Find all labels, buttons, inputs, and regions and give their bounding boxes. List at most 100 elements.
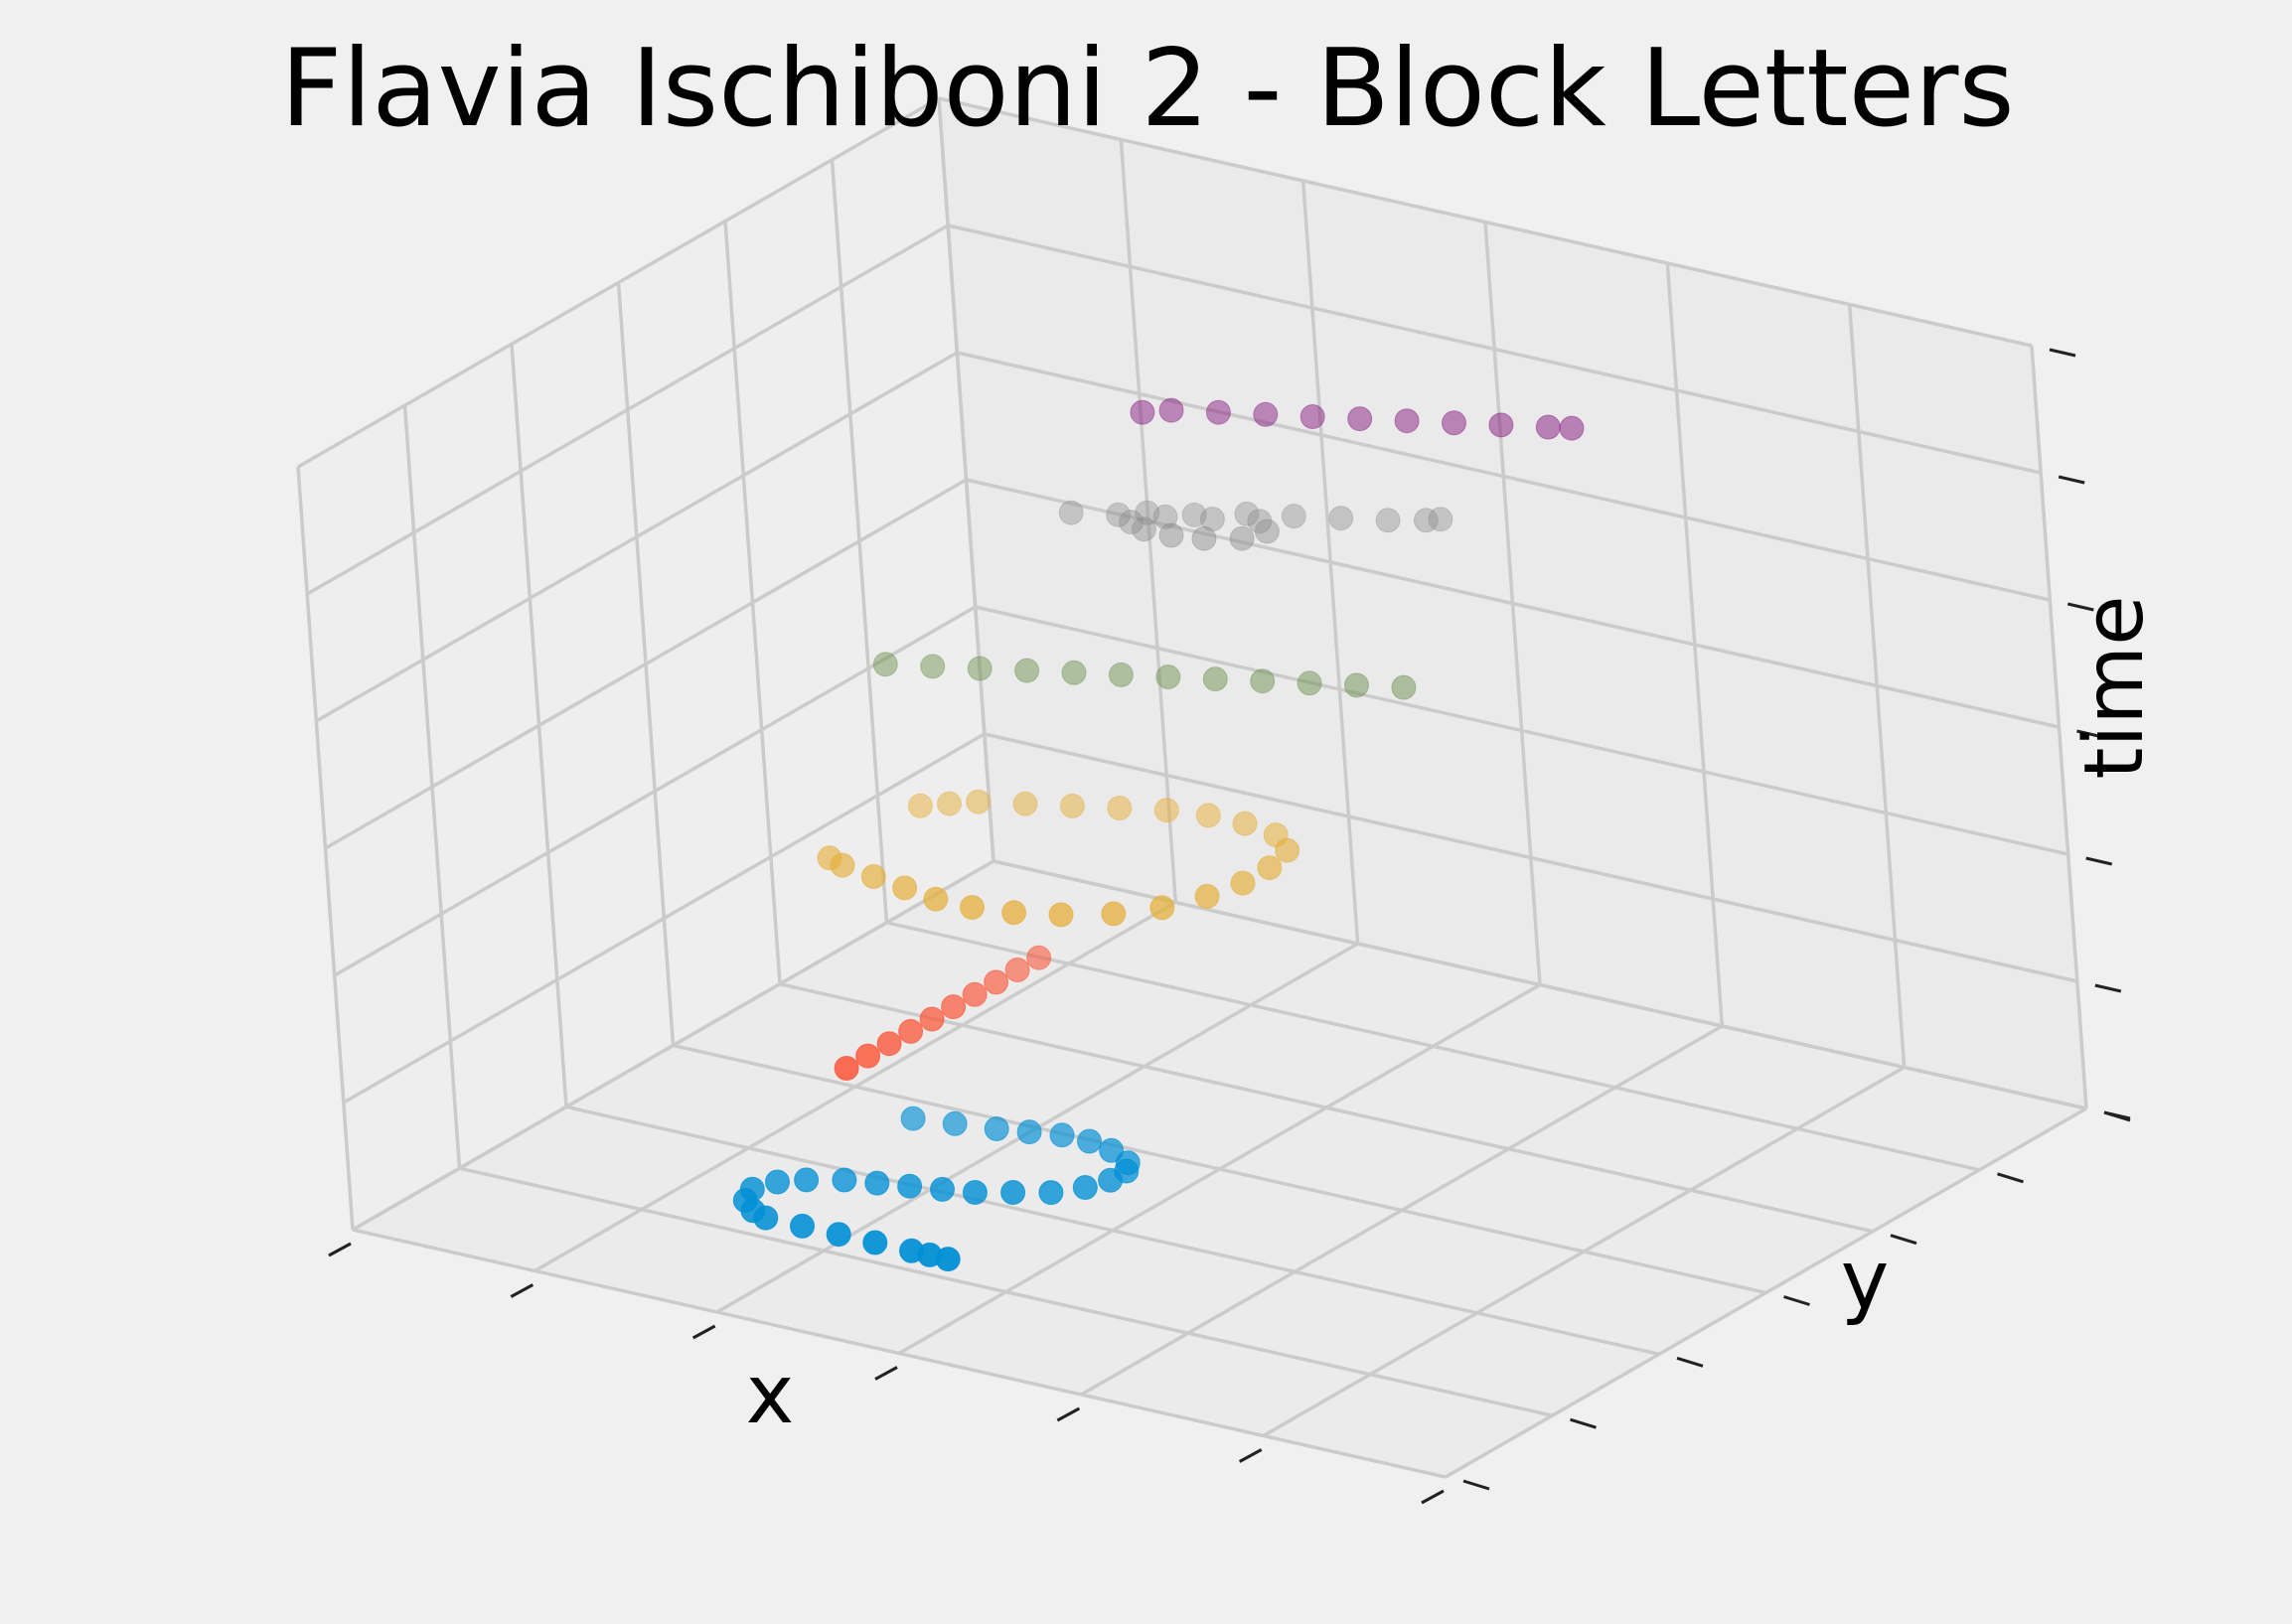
grid-lines xyxy=(296,96,2088,1479)
z-tick xyxy=(2049,348,2076,358)
data-point-series-4 xyxy=(1229,525,1255,551)
y-tick xyxy=(1783,1295,1810,1306)
z-tick xyxy=(2094,983,2122,993)
data-point-series-1 xyxy=(984,969,1009,995)
data-point-series-2 xyxy=(1107,796,1133,820)
data-point-series-5 xyxy=(1299,404,1325,429)
data-point-series-4 xyxy=(1234,501,1260,526)
data-point-series-0 xyxy=(984,1116,1009,1141)
data-point-series-3 xyxy=(1344,672,1369,698)
data-point-series-4 xyxy=(1152,504,1178,529)
x-tick xyxy=(874,1366,898,1381)
data-point-series-2 xyxy=(1257,855,1283,881)
data-point-series-0 xyxy=(826,1222,851,1248)
axis-ticks xyxy=(328,348,2131,1505)
y-tick xyxy=(1570,1417,1597,1429)
data-point-series-4 xyxy=(1058,500,1084,525)
data-point-series-3 xyxy=(1108,662,1134,687)
data-point-series-2 xyxy=(860,864,886,889)
data-point-series-4 xyxy=(1199,507,1225,532)
data-point-series-0 xyxy=(832,1167,857,1193)
z-tick xyxy=(2058,475,2085,485)
data-point-series-1 xyxy=(1004,958,1030,982)
data-point-series-3 xyxy=(872,652,898,677)
grid-line xyxy=(937,97,995,862)
data-point-series-3 xyxy=(1202,666,1228,692)
x-tick xyxy=(1056,1406,1081,1422)
data-point-series-0 xyxy=(900,1106,926,1131)
data-point-series-2 xyxy=(1001,900,1027,926)
data-point-series-4 xyxy=(1181,502,1207,527)
z-tick xyxy=(2085,856,2113,866)
z-axis-label: time xyxy=(2067,595,2162,779)
data-point-series-2 xyxy=(1048,902,1074,928)
data-point-series-5 xyxy=(1535,414,1561,440)
data-point-series-0 xyxy=(1049,1122,1075,1148)
data-point-series-2 xyxy=(937,791,962,816)
y-tick xyxy=(1462,1479,1490,1491)
data-point-series-4 xyxy=(1375,508,1401,533)
data-point-series-3 xyxy=(1297,670,1322,696)
data-point-series-4 xyxy=(1106,502,1132,527)
y-tick xyxy=(1997,1172,2024,1184)
data-point-series-4 xyxy=(1247,509,1273,534)
x-tick xyxy=(510,1283,535,1298)
x-tick xyxy=(691,1324,716,1340)
data-point-series-4 xyxy=(1191,525,1217,551)
data-point-series-5 xyxy=(1205,399,1231,425)
data-point-series-1 xyxy=(962,981,988,1007)
data-point-series-0 xyxy=(1072,1175,1098,1200)
data-point-series-2 xyxy=(1153,798,1179,823)
grid-line xyxy=(1445,1107,2087,1479)
grid-line xyxy=(297,96,940,469)
z-tick xyxy=(2076,729,2103,739)
data-point-series-4 xyxy=(1132,517,1156,542)
data-point-series-3 xyxy=(1250,668,1276,694)
chart-title: Flavia Ischiboni 2 - Block Letters xyxy=(280,27,2014,151)
data-point-series-2 xyxy=(892,875,918,901)
data-point-series-5 xyxy=(1394,408,1420,434)
data-point-series-0 xyxy=(753,1205,779,1231)
grid-line xyxy=(2030,345,2088,1109)
data-point-series-2 xyxy=(923,886,949,912)
data-point-series-4 xyxy=(1119,510,1144,535)
data-point-series-0 xyxy=(930,1176,955,1202)
x-axis-label: x xyxy=(746,1348,795,1442)
data-point-series-4 xyxy=(1281,504,1306,529)
data-point-series-2 xyxy=(1059,793,1085,818)
data-point-series-0 xyxy=(897,1173,923,1199)
data-point-series-1 xyxy=(876,1031,902,1057)
data-point-series-2 xyxy=(966,789,992,814)
data-point-series-5 xyxy=(1130,399,1155,425)
data-point-series-0 xyxy=(790,1213,815,1239)
data-point-series-2 xyxy=(1232,811,1258,836)
data-point-series-2 xyxy=(1230,870,1256,896)
data-point-series-2 xyxy=(907,793,933,818)
data-point-series-5 xyxy=(1347,406,1373,432)
data-point-series-5 xyxy=(1158,397,1184,423)
data-point-series-3 xyxy=(1155,664,1181,689)
grid-line xyxy=(938,96,2033,348)
grid-line xyxy=(306,223,950,596)
y-tick xyxy=(2103,1110,2131,1122)
data-point-series-0 xyxy=(942,1110,968,1136)
data-point-series-4 xyxy=(1158,522,1184,548)
y-axis-label: y xyxy=(1841,1234,1890,1328)
data-point-series-0 xyxy=(794,1167,820,1193)
data-point-series-1 xyxy=(855,1043,881,1069)
grid-line xyxy=(947,223,2042,475)
data-point-series-5 xyxy=(1488,412,1514,438)
data-point-series-4 xyxy=(1413,508,1439,533)
data-point-series-3 xyxy=(1014,658,1040,683)
data-point-series-0 xyxy=(1000,1180,1026,1205)
data-point-series-3 xyxy=(920,654,946,679)
scatter-points xyxy=(732,397,1585,1272)
data-point-series-1 xyxy=(834,1056,859,1081)
data-point-series-1 xyxy=(941,994,967,1020)
data-point-series-2 xyxy=(1275,837,1300,863)
data-point-series-2 xyxy=(960,895,985,920)
data-point-series-0 xyxy=(862,1230,888,1255)
data-point-series-4 xyxy=(1254,518,1280,544)
data-point-series-2 xyxy=(1012,791,1038,816)
